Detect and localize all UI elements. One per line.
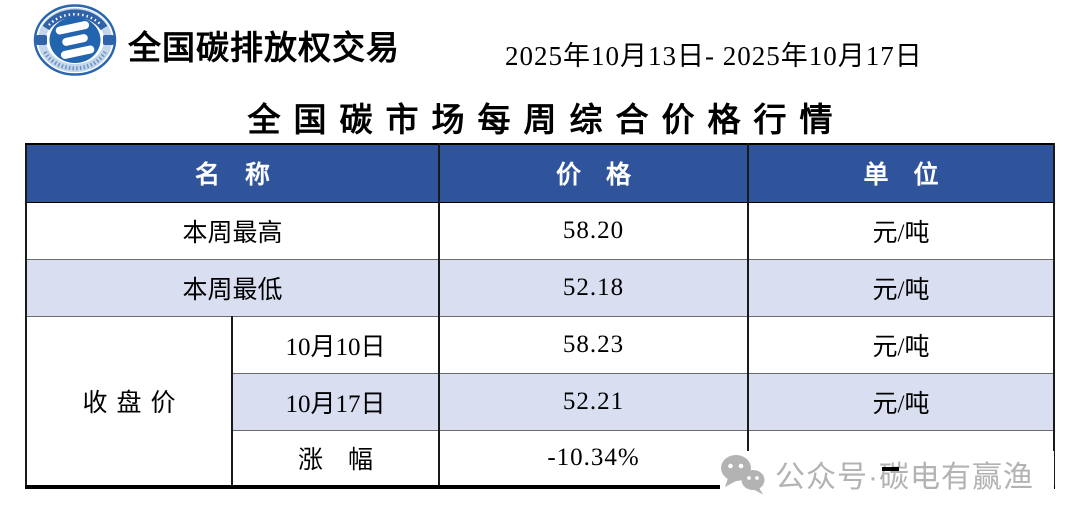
carbon-exchange-emblem-icon [33, 4, 117, 76]
cell-oct17-name: 10月17日 [230, 372, 441, 431]
cell-change-name: 涨 幅 [230, 429, 441, 488]
cell-week-low-price: 52.18 [438, 258, 750, 317]
table-row-week-low: 本周最低 52.18 元/吨 [24, 258, 1056, 317]
wechat-icon [721, 454, 765, 494]
watermark-text: 公众号·碳电有赢渔 [775, 460, 1034, 494]
table-row-close-oct10: 收盘价 10月10日 58.23 元/吨 [25, 315, 1056, 488]
cell-week-low-unit: 元/吨 [747, 258, 1056, 317]
cell-week-high-price: 58.20 [438, 201, 750, 260]
table-header-row: 名 称 价 格 单 位 [24, 143, 1056, 203]
report-date-range: 2025年10月13日- 2025年10月17日 [505, 41, 923, 71]
page-title: 全国碳市场每周综合价格行情 [247, 103, 846, 139]
cell-week-high-unit: 元/吨 [747, 201, 1056, 260]
table-row-week-high: 本周最高 58.20 元/吨 [24, 201, 1056, 260]
cell-oct10-name: 10月10日 [230, 315, 441, 374]
obscured-text-dash [882, 467, 899, 471]
column-header-name: 名 称 [24, 143, 441, 203]
brand-logo [33, 4, 117, 76]
watermark: 公众号·碳电有赢渔 [720, 451, 1054, 496]
cell-week-high-name: 本周最高 [24, 201, 441, 260]
cell-oct17-unit: 元/吨 [747, 372, 1056, 431]
weekly-price-table: 名 称 价 格 单 位 本周最高 58.20 元/吨 本周最低 52.18 元/… [24, 143, 1056, 489]
column-header-unit: 单 位 [747, 143, 1056, 203]
cell-change-price: -10.34% [438, 429, 750, 488]
brand-title: 全国碳排放权交易 [128, 29, 400, 66]
cell-closing-price-group: 收盘价 [25, 315, 233, 488]
cell-oct17-price: 52.21 [438, 372, 750, 431]
table-row-close-oct17: 10月17日 52.21 元/吨 [26, 372, 1056, 431]
cell-week-low-name: 本周最低 [24, 258, 441, 317]
column-header-price: 价 格 [438, 143, 750, 203]
cell-oct10-price: 58.23 [438, 315, 750, 374]
cell-oct10-unit: 元/吨 [747, 315, 1056, 374]
